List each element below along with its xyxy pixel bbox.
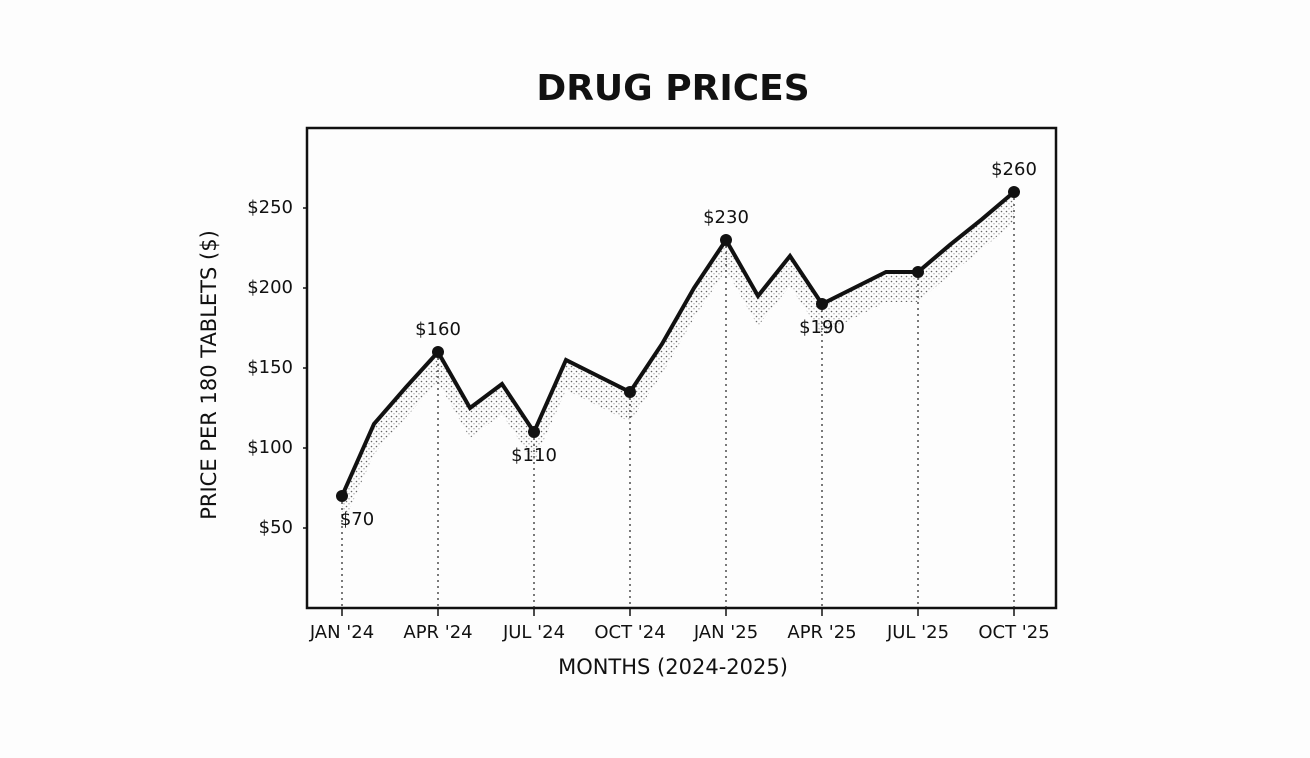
- point: [432, 346, 444, 358]
- x-axis-label: MONTHS (2024-2025): [558, 655, 788, 679]
- chart-title: DRUG PRICES: [536, 68, 809, 109]
- data-label: $160: [415, 319, 461, 340]
- point: [1008, 186, 1020, 198]
- y-tick-label: $150: [247, 357, 293, 378]
- data-label: $260: [991, 159, 1037, 180]
- x-tick-label: JAN '25: [693, 622, 758, 643]
- x-tick-label: OCT '25: [978, 622, 1049, 643]
- point: [624, 386, 636, 398]
- point: [336, 490, 348, 502]
- data-label: $70: [340, 509, 374, 530]
- price-line: [340, 190, 1016, 497]
- x-tick-label: JUL '25: [886, 622, 949, 643]
- x-tick-label: OCT '24: [594, 622, 665, 643]
- y-tick-label: $100: [247, 437, 293, 458]
- y-axis-label: PRICE PER 180 TABLETS ($): [197, 230, 221, 520]
- x-tick-label: JAN '24: [309, 622, 374, 643]
- data-label: $110: [511, 445, 557, 466]
- y-tick-label: $50: [259, 517, 293, 538]
- point: [720, 234, 732, 246]
- point: [528, 426, 540, 438]
- point: [816, 298, 828, 310]
- y-tick-label: $250: [247, 197, 293, 218]
- y-tick-label: $200: [247, 277, 293, 298]
- data-label: $190: [799, 317, 845, 338]
- x-tick-label: APR '24: [403, 622, 472, 643]
- data-label: $230: [703, 207, 749, 228]
- point: [912, 266, 924, 278]
- x-tick-label: JUL '24: [502, 622, 565, 643]
- x-tick-label: APR '25: [787, 622, 856, 643]
